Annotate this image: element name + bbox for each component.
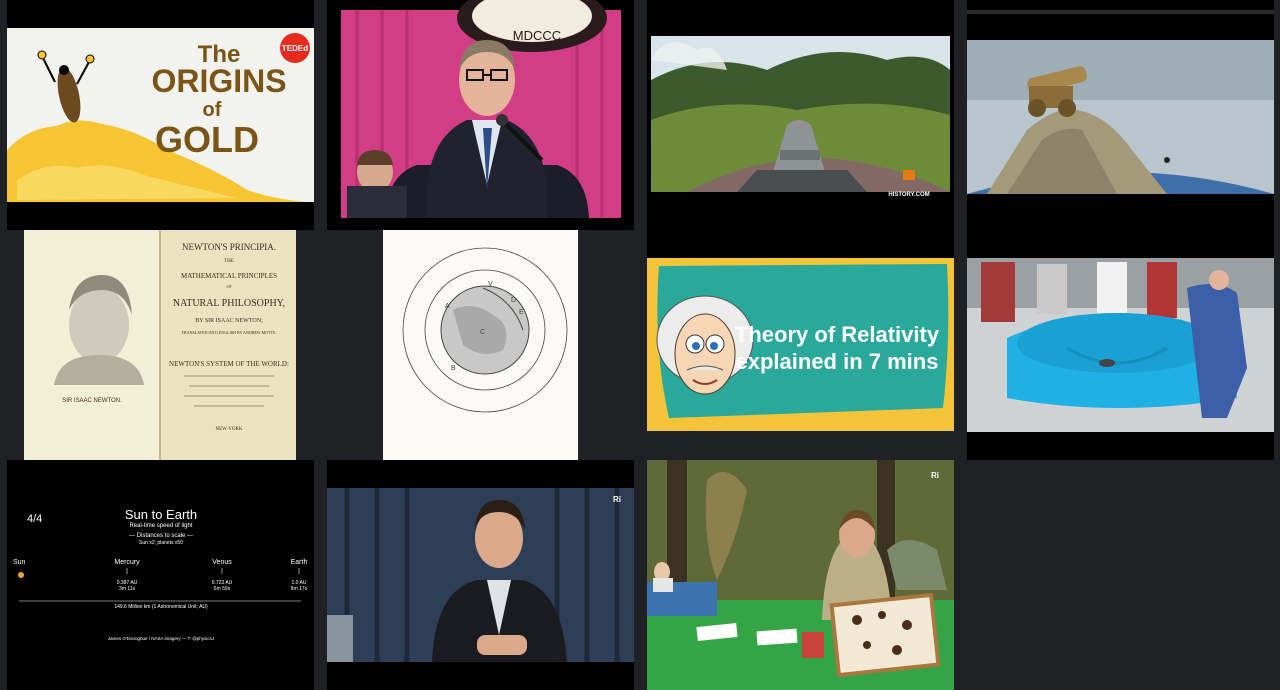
mercury-time: 3m 11s [119, 586, 136, 592]
mercury-distance: 0.387 AU [117, 580, 138, 586]
video-thumbnail-gravity-fabric-demo[interactable] [967, 218, 1274, 460]
image-thumbnail-newtons-principia[interactable]: SIR ISAAC NEWTON. NEWTON'S PRINCIPIA. TH… [24, 230, 296, 460]
gold-title-line3: of [203, 99, 222, 121]
sun-earth-title: Sun to Earth [125, 507, 197, 522]
relativity-artwork: Theory of Relativity explained in 7 mins [647, 258, 954, 431]
video-thumbnail-origins-of-gold[interactable]: The ORIGINS of GOLD TEDEd [7, 0, 314, 230]
principia-line-system: NEWTON'S SYSTEM OF THE WORLD: [169, 360, 289, 368]
gold-title-line1: The [198, 41, 241, 68]
gold-title-line2: ORIGINS [151, 63, 286, 99]
seal-inscription: MDCCC [513, 28, 561, 43]
sun-earth-subtitle: Real-time speed of light [129, 523, 192, 529]
ri-lecture-artwork: Ri [327, 460, 634, 690]
video-thumbnail-newtons-cannon[interactable] [967, 0, 1274, 218]
video-thumbnail-history-cannon[interactable]: HISTORY.COM [647, 0, 954, 258]
earth-time: 8m 17s [291, 586, 308, 592]
ri-watermark-insects: Ri [931, 471, 939, 480]
video-thumbnail-sun-to-earth[interactable]: 4/4 Sun to Earth Real-time speed of ligh… [7, 460, 314, 690]
venus-time: 5m 59s [214, 586, 231, 592]
orbit-label-e: E [519, 309, 524, 316]
podium-lecture-artwork: MDCCC [327, 0, 634, 230]
body-label-mercury: Mercury [114, 559, 140, 566]
ted-ed-badge-icon [280, 33, 310, 63]
venus-distance: 0.723 AU [212, 580, 233, 586]
orbit-label-c: C [480, 329, 485, 336]
ri-insects-artwork: Ri [647, 460, 954, 690]
relativity-title-line1: Theory of Relativity [735, 322, 940, 347]
principia-line-translated: TRANSLATED INTO ENGLISH BY ANDREW MOTTE. [182, 330, 277, 335]
history-watermark: HISTORY.COM [888, 192, 929, 198]
orbit-label-a: A [445, 303, 450, 310]
slide-counter: 4/4 [27, 513, 42, 525]
principia-line-mathematical: MATHEMATICAL PRINCIPLES [181, 272, 277, 280]
principia-line-city: NEW-YORK [216, 427, 243, 432]
principia-artwork: SIR ISAAC NEWTON. NEWTON'S PRINCIPIA. TH… [24, 230, 296, 460]
gravity-demo-artwork [967, 218, 1274, 460]
principia-line-natural: NATURAL PHILOSOPHY, [173, 298, 285, 309]
principia-line-the: THE [224, 259, 234, 264]
principia-line-by: BY SIR ISAAC NEWTON; [195, 318, 263, 324]
history-logo-icon [903, 170, 915, 180]
orbit-label-b: B [451, 365, 456, 372]
sun-icon [18, 572, 24, 578]
sun-earth-note1: — Distances to scale — [129, 533, 193, 539]
video-thumbnail-ri-insect-display[interactable]: Ri [647, 460, 954, 690]
gold-title-line4: GOLD [155, 119, 259, 160]
orbit-label-d: D [511, 297, 516, 304]
newtons-cannon-artwork [967, 0, 1274, 218]
sun-earth-credit: James O'Donoghue / NASA imagery — T: @ph… [108, 636, 214, 641]
image-thumbnail-orbit-diagram[interactable]: V D E A C B [383, 230, 578, 460]
orbit-label-v: V [488, 281, 493, 288]
sun-earth-note2: Sun x2; planets x50 [139, 540, 183, 546]
relativity-title-line2: explained in 7 mins [736, 349, 939, 374]
portrait-caption: SIR ISAAC NEWTON. [62, 398, 122, 404]
body-label-sun: Sun [13, 559, 26, 566]
ted-ed-badge-label: TEDEd [282, 44, 308, 53]
sun-to-earth-artwork: 4/4 Sun to Earth Real-time speed of ligh… [7, 460, 314, 690]
principia-line-of: OF [226, 284, 232, 289]
body-label-earth: Earth [291, 559, 308, 566]
earth-distance: 1.0 AU [291, 580, 306, 586]
video-thumbnail-ri-lecture[interactable]: Ri [327, 460, 634, 690]
origins-of-gold-artwork: The ORIGINS of GOLD TEDEd [7, 0, 314, 230]
ri-watermark: Ri [613, 495, 621, 504]
principia-header: NEWTON'S PRINCIPIA. [182, 242, 276, 252]
orbit-diagram-artwork: V D E A C B [383, 230, 578, 460]
video-thumbnail-theory-of-relativity[interactable]: Theory of Relativity explained in 7 mins [647, 258, 954, 431]
history-cannon-artwork: HISTORY.COM [647, 0, 954, 258]
video-thumbnail-podium-lecture[interactable]: MDCCC [327, 0, 634, 230]
body-label-venus: Venus [212, 559, 232, 566]
au-scale-label: 149.6 Million km (1 Astronomical Unit; A… [114, 604, 208, 610]
